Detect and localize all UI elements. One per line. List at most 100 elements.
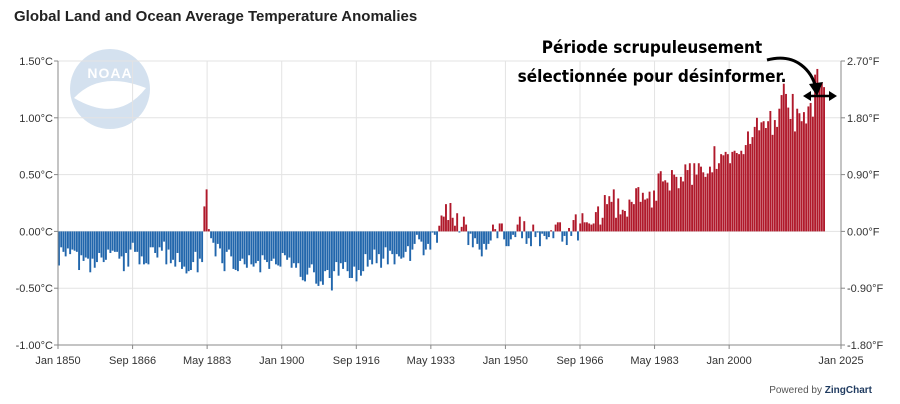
bar [733,150,736,232]
bar [527,231,530,239]
bar [310,231,313,265]
bar [259,231,262,273]
bar [71,231,74,250]
bar [552,231,555,239]
noaa-logo: NOAA [70,49,150,129]
bar [201,231,204,263]
bar [422,231,425,256]
x-tick-label: Sep 1966 [556,355,603,367]
bar [670,170,673,232]
bar [129,231,132,250]
bar [668,190,671,232]
bar [62,231,65,252]
bar [514,231,517,238]
bar [509,231,512,240]
zingchart-link[interactable]: ZingChart [824,385,872,396]
bar [384,231,387,248]
bar [433,231,436,235]
bar [489,231,492,241]
bar [301,231,304,281]
bar [122,231,125,272]
bar [637,187,640,232]
bar [400,231,403,259]
bar [203,206,206,232]
x-tick-label: Jan 2000 [707,355,752,367]
bar [120,231,123,257]
bar [167,231,170,250]
bar [753,126,756,232]
bar [679,176,682,232]
bar [149,231,152,248]
bar [317,231,320,286]
bar [507,231,510,247]
bar [207,229,210,232]
bar [80,231,83,256]
bar [460,226,463,232]
bar [172,231,174,260]
bar [456,213,459,232]
bar [615,217,617,232]
bar [628,199,631,232]
bar [811,116,814,232]
noaa-logo-bird [74,80,146,109]
bar [590,224,593,232]
bar [98,231,101,253]
bar [789,118,792,232]
bar [143,231,145,265]
bar [270,231,273,261]
x-tick-label: May 1883 [183,355,231,367]
bar [787,107,790,232]
bar [236,231,239,272]
bar [268,231,271,269]
bar [820,82,823,232]
bar [319,231,322,282]
bar [364,231,367,255]
bar [624,210,626,232]
bar [297,231,300,264]
bar [243,231,246,265]
bar [198,231,201,259]
bar [348,231,351,278]
bar [650,207,653,232]
bar [248,231,251,256]
bar [807,106,810,232]
bar [476,231,479,244]
bar [261,231,264,256]
bar [760,122,763,232]
bar [688,163,691,232]
bar [487,231,490,244]
bar [469,231,472,234]
bar [93,231,96,268]
bar [277,231,280,266]
bar [436,231,438,243]
bar [731,151,734,232]
bar [666,182,669,232]
bar [402,231,405,258]
bar [494,229,497,232]
bar [411,231,414,250]
bar [279,231,282,267]
bar [176,231,179,253]
bar [700,166,702,232]
bar [295,231,298,268]
bar [762,121,765,232]
bar [420,231,423,242]
bar [704,176,707,232]
noaa-logo-text: NOAA [87,65,132,81]
bar [431,231,434,233]
bar [234,231,237,271]
bar [563,231,566,236]
bar [751,137,754,232]
bar [693,163,696,232]
bar [87,231,89,259]
bar [547,231,550,238]
bar [635,188,638,232]
bar [785,93,787,232]
powered-by-label: Powered by [769,385,822,396]
bar [530,231,532,247]
bar [794,131,796,232]
bar [740,150,743,232]
bar [78,231,81,271]
bar [657,173,660,232]
bar [458,231,461,233]
